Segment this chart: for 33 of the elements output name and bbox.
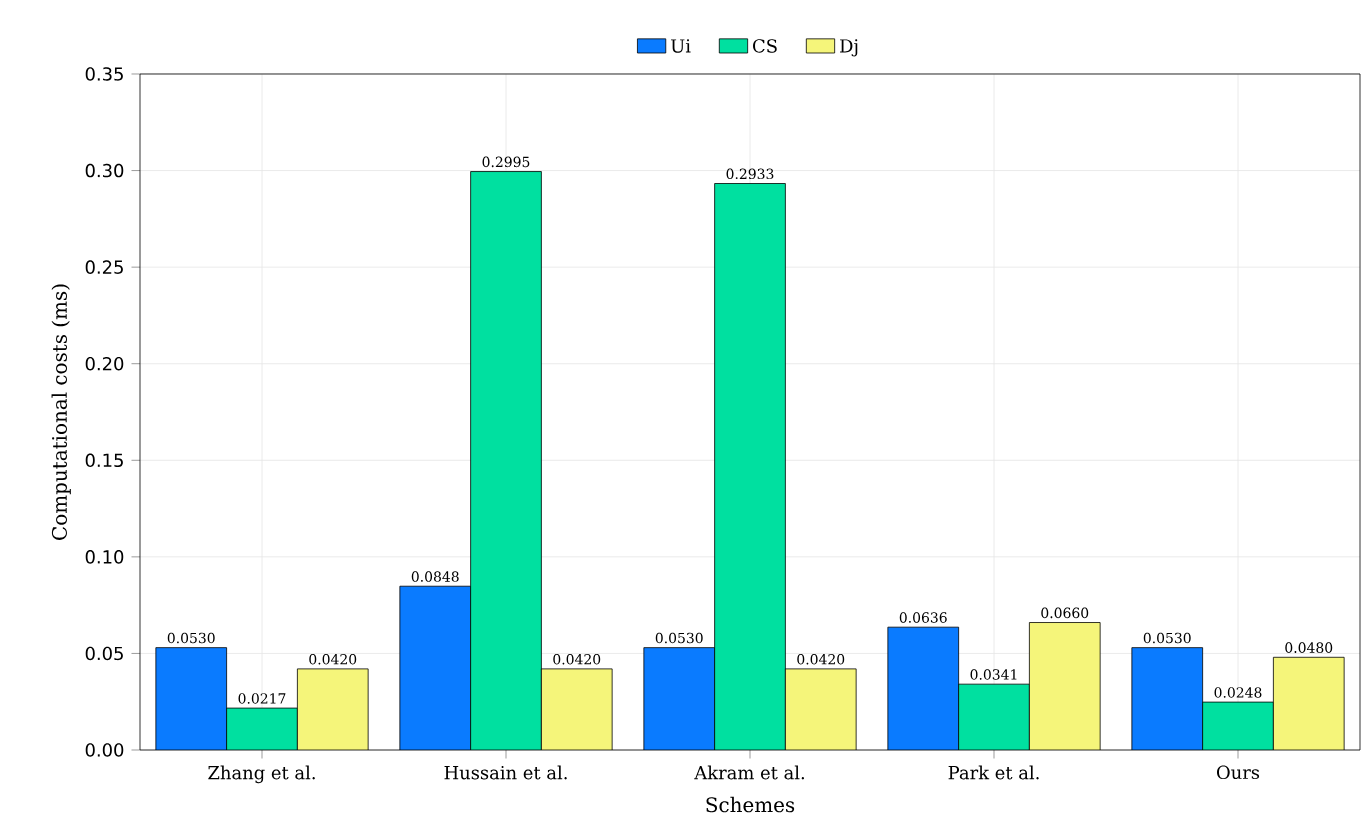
legend-label: Dj bbox=[840, 39, 858, 57]
bar bbox=[1272, 656, 1345, 750]
x-tick-label: Park et al. bbox=[948, 765, 1039, 780]
x-axis-title: Schemes bbox=[706, 796, 795, 813]
y-axis-title: Computational costs (ms) bbox=[51, 284, 71, 540]
legend-label: CS bbox=[753, 39, 777, 53]
bar bbox=[1131, 647, 1204, 750]
y-tick-label: 0.15 bbox=[85, 453, 123, 468]
bar bbox=[226, 708, 298, 750]
bar bbox=[1202, 701, 1274, 750]
y-tick-label: 0.25 bbox=[85, 260, 123, 274]
x-tick-label: Zhang et al. bbox=[208, 765, 315, 784]
y-tick-label: 0.00 bbox=[85, 743, 124, 757]
bar bbox=[785, 668, 857, 750]
bar bbox=[1029, 622, 1101, 750]
legend-label: Ui bbox=[671, 39, 691, 53]
bar bbox=[297, 668, 369, 750]
bar bbox=[643, 647, 715, 750]
bar bbox=[714, 183, 786, 750]
bar bbox=[470, 171, 542, 750]
y-tick-label: 0.05 bbox=[85, 646, 123, 661]
y-tick-label: 0.35 bbox=[85, 67, 123, 81]
bar bbox=[399, 586, 471, 750]
x-tick-label: Akram et al. bbox=[694, 765, 805, 780]
bar bbox=[155, 647, 227, 750]
y-tick-label: 0.30 bbox=[85, 163, 124, 178]
y-tick-label: 0.20 bbox=[85, 356, 124, 371]
bar bbox=[541, 668, 613, 750]
y-tick-label: 0.10 bbox=[85, 550, 124, 564]
x-tick-label: Ours bbox=[1216, 765, 1260, 780]
x-tick-label: Hussain et al. bbox=[444, 765, 567, 780]
bar bbox=[958, 684, 1030, 750]
bar bbox=[887, 627, 959, 750]
